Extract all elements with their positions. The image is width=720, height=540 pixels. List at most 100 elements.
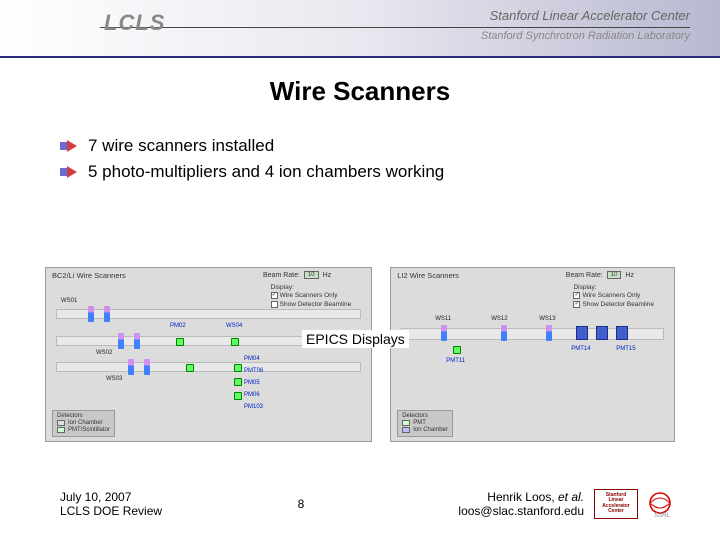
bullet-text: 5 photo-multipliers and 4 ion chambers w… <box>88 161 444 183</box>
beamline-1 <box>56 309 361 319</box>
pm-label: PM04 <box>244 356 260 362</box>
display-label: Display: <box>271 284 294 291</box>
epics-panels: BC2/Li Wire Scanners Beam Rate: 10 Hz Di… <box>45 267 675 442</box>
ws-label: WS03 <box>106 376 122 382</box>
footer-review: LCLS DOE Review <box>60 504 271 518</box>
pmt-label: PMT15 <box>616 346 635 352</box>
slide-footer: July 10, 2007 LCLS DOE Review 8 Henrik L… <box>0 475 720 540</box>
beam-rate-unit: Hz <box>625 272 634 279</box>
beam-rate-unit: Hz <box>323 272 332 279</box>
panel-title: LI2 Wire Scanners <box>397 271 459 280</box>
beam-rate-value: 10 <box>304 271 319 279</box>
footer-author: Henrik Loos, <box>487 490 558 504</box>
beamline-3 <box>56 362 361 372</box>
checkbox-icon <box>271 301 278 308</box>
ws-label: WS12 <box>491 316 507 322</box>
detector-box <box>596 326 608 340</box>
legend-label: PMT/Scintillator <box>68 427 110 433</box>
detector-dot <box>234 392 242 400</box>
checkbox-icon <box>271 292 278 299</box>
check-ws-only: Wire Scanners Only <box>582 293 640 300</box>
ws-marker <box>134 333 140 349</box>
display-label: Display: <box>573 284 596 291</box>
legend-label: PMT <box>413 420 426 426</box>
check-show-detector: Show Detector Beamline <box>280 301 352 308</box>
detector-box <box>576 326 588 340</box>
ssrl-logo-icon: SSRL <box>644 489 680 519</box>
ws-marker <box>118 333 124 349</box>
beam-rate-label: Beam Rate: <box>263 272 300 279</box>
footer-etal: et al. <box>558 490 584 504</box>
pm-label: PM05 <box>244 380 260 386</box>
ws-marker <box>128 359 134 375</box>
slide-title: Wire Scanners <box>0 76 720 107</box>
detector-dot <box>176 338 184 346</box>
detector-dot <box>453 346 461 354</box>
beam-rate-label: Beam Rate: <box>566 272 603 279</box>
panel-controls: Beam Rate: 10 Hz <box>263 271 331 279</box>
checkbox-icon <box>573 301 580 308</box>
detectors-title: Detectors <box>402 413 448 419</box>
detectors-legend: Detectors PMT Ion Chamber <box>397 410 453 437</box>
lcls-logo: LCLS <box>104 10 165 36</box>
footer-page-number: 8 <box>271 497 331 511</box>
beam-rate-value: 10 <box>607 271 622 279</box>
ws-marker <box>144 359 150 375</box>
bullet-icon <box>60 139 78 153</box>
detector-dot <box>234 364 242 372</box>
ws-label: WS02 <box>96 350 112 356</box>
pm-label: PMT06 <box>244 368 263 374</box>
ws-label: WS13 <box>539 316 555 322</box>
ws-label: WS01 <box>61 298 77 304</box>
footer-right: Henrik Loos, et al. loos@slac.stanford.e… <box>331 490 594 518</box>
ws-marker <box>88 306 94 322</box>
check-show-detector: Show Detector Beamline <box>582 301 654 308</box>
detector-box <box>616 326 628 340</box>
footer-logos: StanfordLinearAcceleratorCenter SSRL <box>594 489 680 519</box>
pm-label: PM103 <box>244 404 263 410</box>
slac-label: Stanford Linear Accelerator Center <box>490 8 690 23</box>
pm-label: WS04 <box>226 323 242 329</box>
ws-label: WS11 <box>435 316 451 322</box>
slide-header: LCLS Stanford Linear Accelerator Center … <box>0 0 720 58</box>
panel-display-options: Display: Wire Scanners Only Show Detecto… <box>271 284 352 310</box>
footer-left: July 10, 2007 LCLS DOE Review <box>60 490 271 518</box>
pm-label: PM06 <box>244 392 260 398</box>
ws-marker <box>546 325 552 341</box>
bullet-item: 5 photo-multipliers and 4 ion chambers w… <box>60 161 660 183</box>
panel-title: BC2/Li Wire Scanners <box>52 271 126 280</box>
legend-swatch <box>57 420 65 426</box>
bullet-item: 7 wire scanners installed <box>60 135 660 157</box>
panel-li2-wire-scanners: LI2 Wire Scanners Beam Rate: 10 Hz Displ… <box>390 267 675 442</box>
ws-marker <box>501 325 507 341</box>
checkbox-icon <box>573 292 580 299</box>
stanford-logo-icon: StanfordLinearAcceleratorCenter <box>594 489 638 519</box>
panel-bc2-wire-scanners: BC2/Li Wire Scanners Beam Rate: 10 Hz Di… <box>45 267 372 442</box>
detector-dot <box>186 364 194 372</box>
pm-label: PM02 <box>170 323 186 329</box>
detectors-legend: Detectors Ion Chamber PMT/Scintillator <box>52 410 115 437</box>
panel-display-options: Display: Wire Scanners Only Show Detecto… <box>573 284 654 310</box>
footer-email: loos@slac.stanford.edu <box>331 504 584 518</box>
ws-marker <box>104 306 110 322</box>
detector-dot <box>234 378 242 386</box>
pmt-label: PMT11 <box>446 358 465 364</box>
panel-controls: Beam Rate: 10 Hz <box>566 271 634 279</box>
detectors-title: Detectors <box>57 413 110 419</box>
header-divider <box>100 27 690 28</box>
bullet-icon <box>60 165 78 179</box>
check-ws-only: Wire Scanners Only <box>280 293 338 300</box>
legend-swatch <box>402 420 410 426</box>
footer-date: July 10, 2007 <box>60 490 271 504</box>
legend-label: Ion Chamber <box>68 420 103 426</box>
ssrl-label: Stanford Synchrotron Radiation Laborator… <box>481 30 690 42</box>
pmt-label: PMT14 <box>571 346 590 352</box>
epics-displays-label: EPICS Displays <box>302 330 409 348</box>
legend-swatch <box>402 427 410 433</box>
legend-label: Ion Chamber <box>413 427 448 433</box>
legend-swatch <box>57 427 65 433</box>
bullet-text: 7 wire scanners installed <box>88 135 274 157</box>
svg-text:SSRL: SSRL <box>654 513 670 519</box>
bullet-list: 7 wire scanners installed 5 photo-multip… <box>60 135 660 183</box>
detector-dot <box>231 338 239 346</box>
